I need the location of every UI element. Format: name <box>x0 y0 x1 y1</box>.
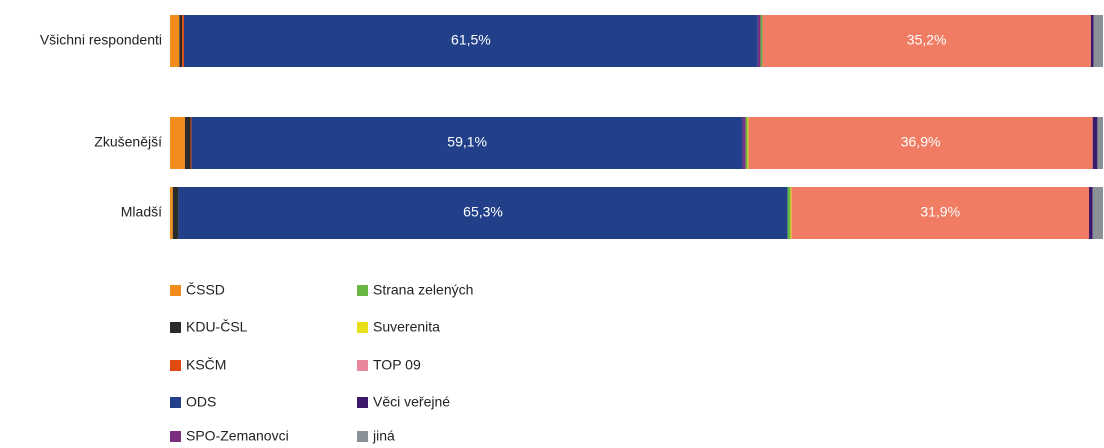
bar-segment <box>762 15 1091 67</box>
bar-segment <box>748 117 1093 169</box>
bar-segment <box>191 117 743 169</box>
bar-segment <box>170 15 180 67</box>
y-tick-label: Mladší <box>121 204 162 220</box>
bar-segment <box>184 117 191 169</box>
bar-segment <box>190 117 192 169</box>
value-label: 61,5% <box>451 32 491 48</box>
bar-segment <box>745 117 748 169</box>
bar-segment <box>790 187 792 239</box>
legend-swatch <box>170 285 181 296</box>
bar-segment <box>787 187 791 239</box>
value-label: 36,9% <box>901 134 941 150</box>
legend-swatch <box>170 431 181 442</box>
bar-segment <box>1092 187 1103 239</box>
value-label: 35,2% <box>907 32 947 48</box>
legend-label: ČSSD <box>186 282 225 298</box>
legend-swatch <box>170 360 181 371</box>
bar-segment <box>791 187 1090 239</box>
legend-swatch <box>170 322 181 333</box>
legend-label: jiná <box>372 428 395 444</box>
bar-segment <box>182 15 184 67</box>
bar-segment <box>178 187 788 239</box>
bar-segment <box>742 117 746 169</box>
bar-segment <box>179 15 183 67</box>
legend-swatch <box>357 431 368 442</box>
legend-label: KSČM <box>186 357 226 373</box>
bar-segment <box>1090 15 1094 67</box>
legend-swatch <box>357 360 368 371</box>
legend-label: Strana zelených <box>373 282 473 298</box>
legend-label: Věci veřejné <box>373 394 450 410</box>
bar-segment <box>760 15 763 67</box>
legend-label: TOP 09 <box>373 357 421 373</box>
legend-label: Suverenita <box>373 319 440 335</box>
y-tick-label: Zkušenější <box>94 134 162 150</box>
y-tick-label: Všichni respondenti <box>40 32 162 48</box>
bar-segment <box>757 15 761 67</box>
legend-label: ODS <box>186 394 216 410</box>
bar-segment <box>1092 117 1098 169</box>
legend-swatch <box>357 322 368 333</box>
legend-label: KDU-ČSL <box>186 319 248 335</box>
bar-segment <box>170 117 185 169</box>
bar-segment <box>172 187 179 239</box>
bar-segment <box>170 187 173 239</box>
bar-segment <box>1089 187 1093 239</box>
bar-segment <box>1097 117 1103 169</box>
bar-segment <box>747 117 749 169</box>
legend-swatch <box>357 285 368 296</box>
legend-label: SPO-Zemanovci <box>186 428 289 444</box>
bar-segment <box>183 15 758 67</box>
value-label: 59,1% <box>447 134 487 150</box>
value-label: 65,3% <box>463 204 503 220</box>
value-label: 31,9% <box>920 204 960 220</box>
legend-swatch <box>170 397 181 408</box>
legend-swatch <box>357 397 368 408</box>
bar-segment <box>1093 15 1103 67</box>
